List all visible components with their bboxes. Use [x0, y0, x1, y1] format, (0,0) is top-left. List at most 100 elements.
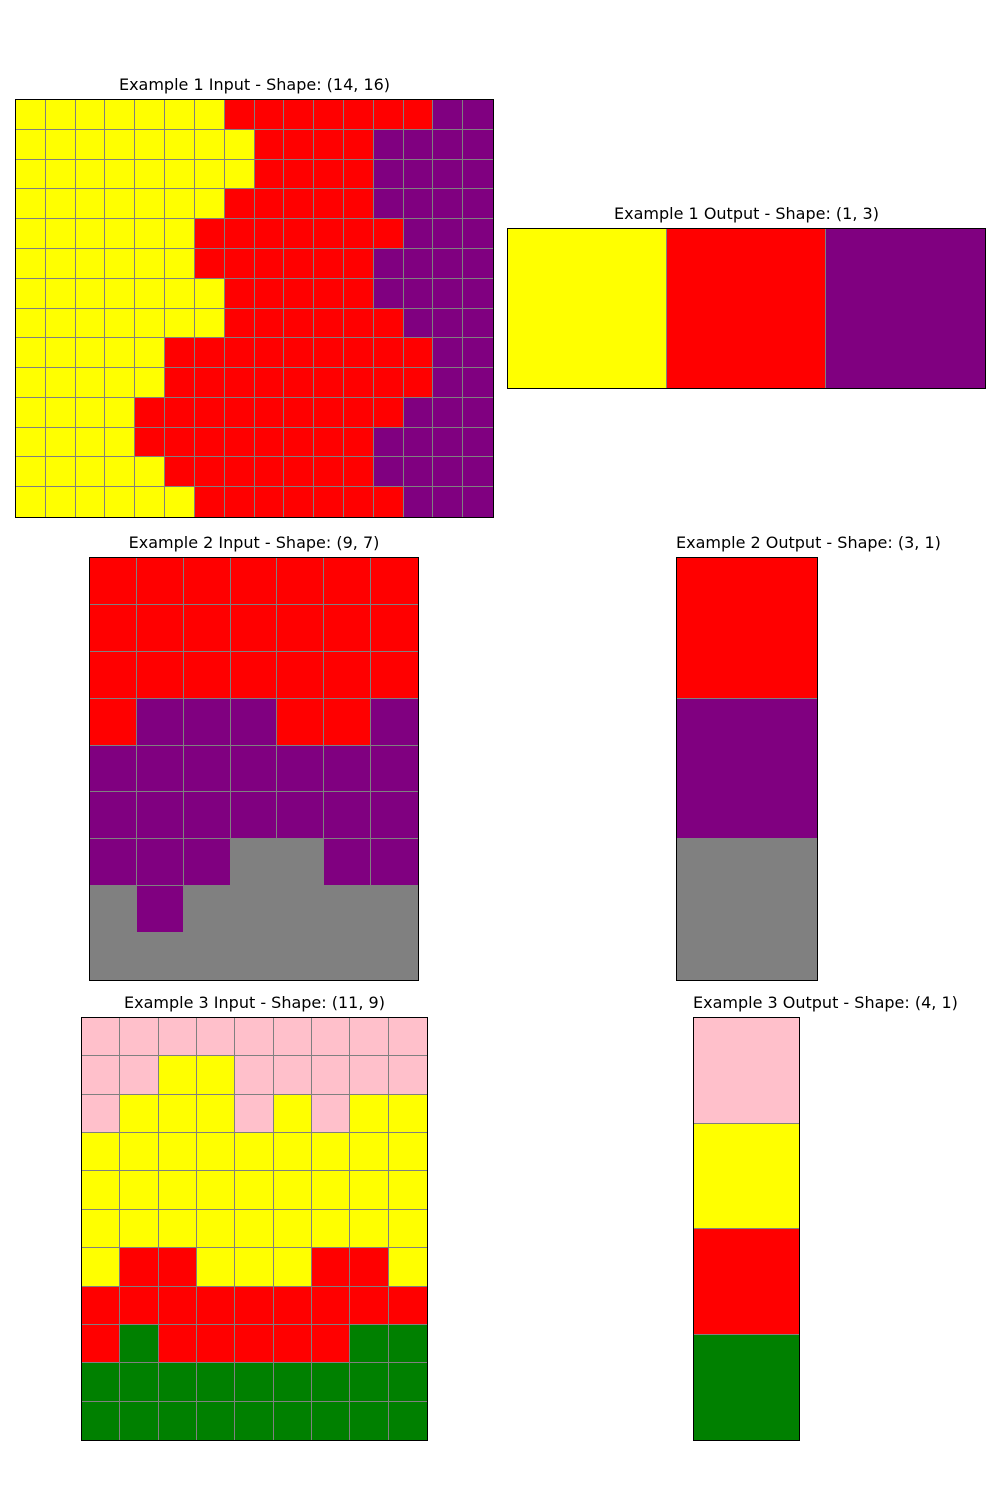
cell-purple — [403, 308, 434, 339]
cell-red — [314, 278, 344, 309]
cell-yellow — [105, 248, 136, 279]
cell-pink — [120, 1018, 159, 1057]
cell-red — [373, 308, 404, 339]
cell-red — [284, 487, 315, 517]
cell-pink — [311, 1056, 351, 1095]
cell-yellow — [16, 248, 46, 279]
cell-purple — [403, 189, 434, 220]
cell-purple — [677, 698, 817, 840]
cell-pink — [235, 1094, 274, 1134]
cell-yellow — [235, 1133, 274, 1172]
cell-red — [120, 1248, 159, 1287]
cell-gray — [230, 933, 278, 980]
cell-green — [311, 1401, 351, 1440]
cell-purple — [371, 792, 418, 840]
cell-green — [235, 1363, 274, 1402]
cell-purple — [463, 159, 493, 190]
cell-red — [284, 278, 315, 309]
cell-green — [388, 1324, 427, 1364]
cell-red — [371, 651, 418, 699]
cell-red — [230, 604, 278, 652]
cell-purple — [136, 886, 184, 934]
example-2-output-grid — [676, 557, 818, 981]
cell-yellow — [120, 1133, 159, 1172]
cell-red — [277, 651, 325, 699]
cell-yellow — [45, 248, 76, 279]
example-3-output-title: Example 3 Output - Shape: (4, 1) — [693, 993, 958, 1012]
cell-yellow — [273, 1171, 312, 1210]
cell-red — [350, 1286, 389, 1325]
cell-red — [343, 219, 374, 249]
cell-red — [224, 427, 255, 458]
cell-red — [403, 338, 434, 369]
cell-yellow — [508, 229, 667, 388]
cell-gray — [230, 839, 278, 887]
cell-yellow — [16, 457, 46, 488]
cell-yellow — [45, 278, 76, 309]
cell-red — [254, 487, 285, 517]
cell-purple — [403, 129, 434, 160]
cell-yellow — [75, 427, 106, 458]
example-2-output-title: Example 2 Output - Shape: (3, 1) — [676, 533, 941, 552]
cell-gray — [277, 839, 325, 887]
cell-red — [373, 100, 404, 130]
cell-yellow — [135, 308, 166, 339]
cell-yellow — [135, 129, 166, 160]
cell-yellow — [165, 219, 195, 249]
cell-red — [371, 558, 418, 605]
cell-red — [235, 1286, 274, 1325]
cell-yellow — [105, 159, 136, 190]
cell-purple — [463, 368, 493, 398]
cell-red — [314, 338, 344, 369]
cell-red — [373, 338, 404, 369]
cell-purple — [90, 839, 137, 887]
cell-red — [230, 651, 278, 699]
cell-yellow — [224, 129, 255, 160]
cell-yellow — [194, 129, 225, 160]
cell-red — [196, 1324, 236, 1364]
cell-red — [314, 487, 344, 517]
cell-red — [165, 457, 195, 488]
cell-purple — [373, 457, 404, 488]
cell-yellow — [194, 278, 225, 309]
cell-pink — [273, 1056, 312, 1095]
cell-yellow — [105, 397, 136, 428]
cell-purple — [433, 278, 464, 309]
cell-red — [314, 189, 344, 220]
cell-purple — [433, 129, 464, 160]
cell-yellow — [45, 397, 76, 428]
cell-red — [82, 1286, 121, 1325]
cell-red — [224, 457, 255, 488]
cell-red — [343, 129, 374, 160]
cell-green — [350, 1363, 389, 1402]
cell-green — [694, 1334, 799, 1440]
cell-purple — [324, 745, 372, 793]
cell-red — [667, 229, 826, 388]
cell-red — [284, 397, 315, 428]
cell-red — [343, 338, 374, 369]
cell-yellow — [105, 129, 136, 160]
cell-yellow — [165, 100, 195, 130]
cell-green — [82, 1401, 121, 1440]
cell-purple — [403, 487, 434, 517]
cell-purple — [433, 457, 464, 488]
cell-purple — [373, 427, 404, 458]
example-3-input-grid — [81, 1017, 428, 1441]
cell-purple — [90, 792, 137, 840]
cell-red — [224, 248, 255, 279]
cell-red — [343, 278, 374, 309]
cell-purple — [463, 487, 493, 517]
cell-red — [90, 698, 137, 746]
cell-yellow — [388, 1248, 427, 1287]
cell-yellow — [75, 129, 106, 160]
cell-purple — [463, 248, 493, 279]
cell-purple — [433, 427, 464, 458]
cell-yellow — [194, 100, 225, 130]
cell-red — [311, 1286, 351, 1325]
cell-purple — [433, 487, 464, 517]
cell-red — [194, 368, 225, 398]
cell-purple — [324, 792, 372, 840]
cell-yellow — [82, 1133, 121, 1172]
cell-yellow — [311, 1209, 351, 1249]
cell-purple — [324, 839, 372, 887]
